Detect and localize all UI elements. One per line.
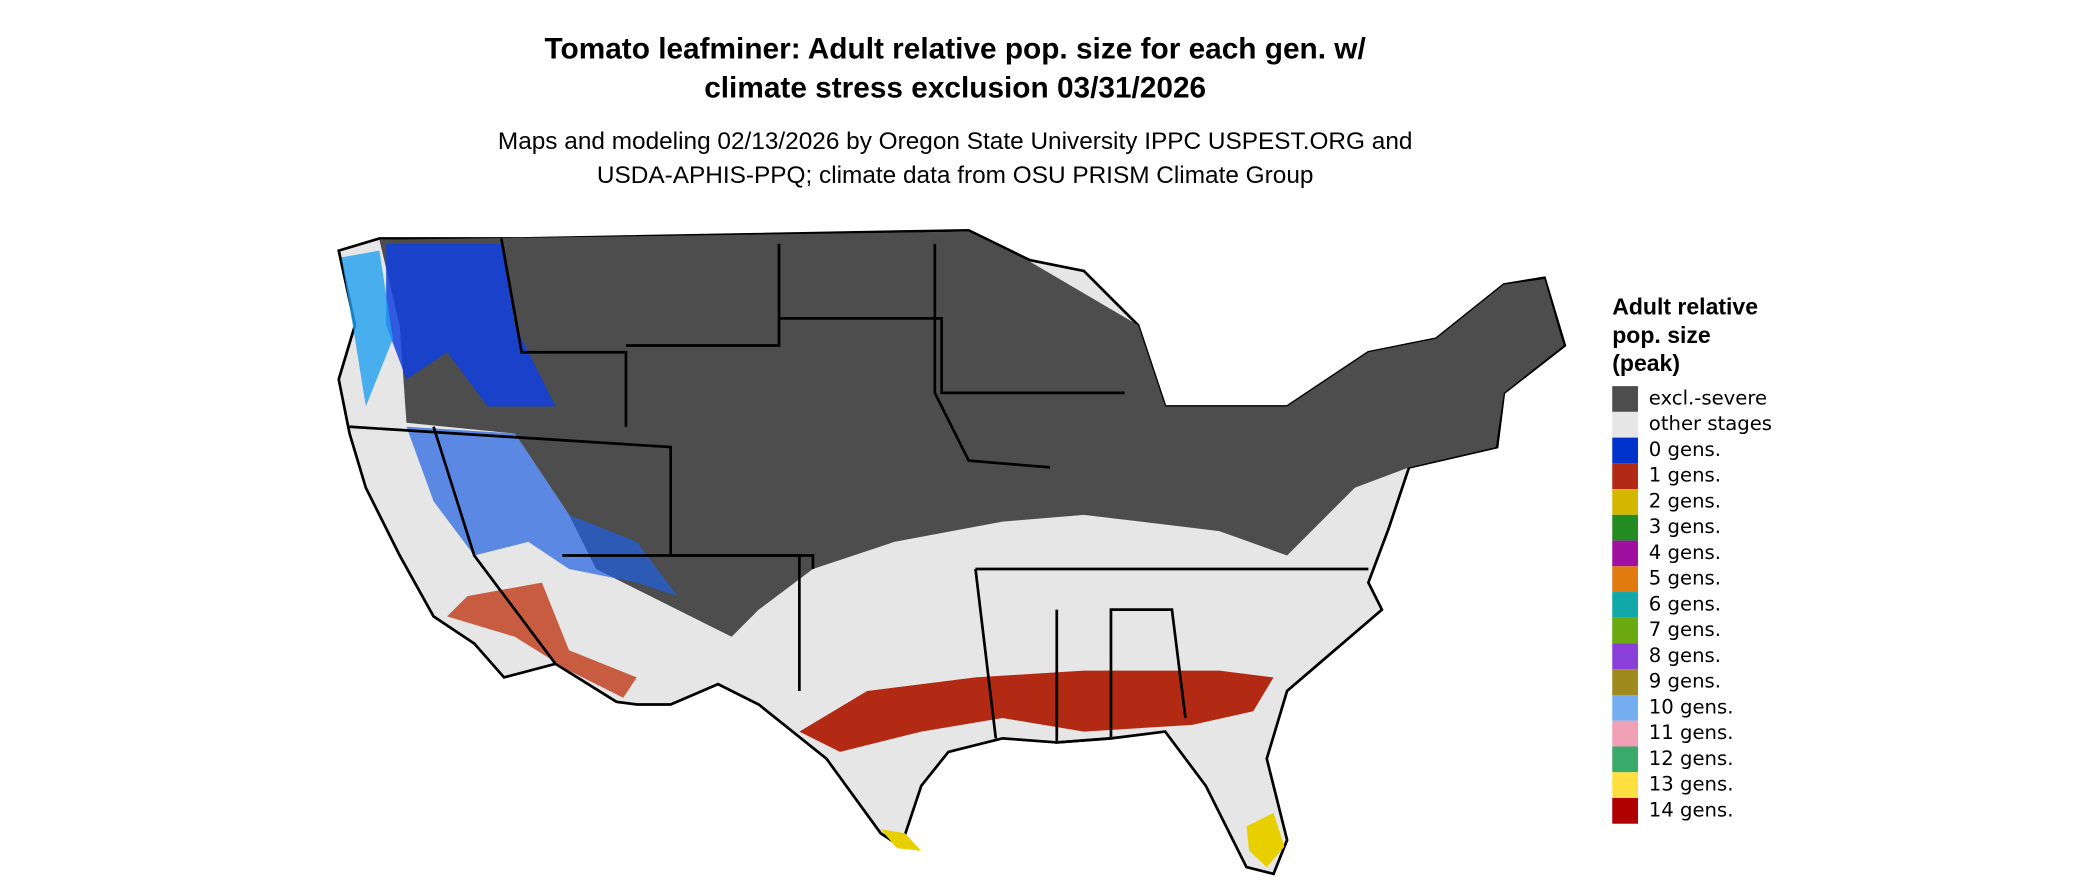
legend-swatch <box>1612 669 1638 696</box>
subtitle-line: Maps and modeling 02/13/2026 by Oregon S… <box>498 128 1413 155</box>
excluded-region <box>379 231 1564 637</box>
legend-label: 14 gens. <box>1649 798 1734 821</box>
state-line <box>779 317 1125 395</box>
state-line <box>432 426 557 665</box>
legend-title: Adult relative <box>1612 293 1758 319</box>
legend-swatch <box>1612 411 1638 438</box>
legend-swatch <box>1612 386 1638 412</box>
state-line <box>625 243 781 347</box>
legend-label: 7 gens. <box>1649 618 1721 641</box>
zero-gen-region <box>386 243 556 407</box>
legend: Adult relative pop. size(peak) excl.-sever… <box>1612 293 1772 824</box>
subtitle-line: USDA-APHIS-PPQ; climate data from OSU PR… <box>597 162 1314 189</box>
legend-title: pop. size <box>1612 322 1711 348</box>
legend-swatch <box>1612 437 1638 464</box>
legend-label: 2 gens. <box>1649 489 1721 512</box>
state-line <box>562 554 801 691</box>
one-gen-region <box>447 582 637 698</box>
zero-gen-region <box>341 250 393 407</box>
legend-swatch <box>1612 592 1638 618</box>
legend-swatch <box>1612 746 1638 773</box>
legend-swatch <box>1612 643 1638 670</box>
legend-label: 8 gens. <box>1649 644 1721 667</box>
state-line <box>974 568 998 739</box>
legend-swatch <box>1612 617 1638 644</box>
legend-swatch <box>1612 463 1638 490</box>
state-line <box>499 238 628 427</box>
legend-label: excl.-severe <box>1649 386 1767 409</box>
legend-swatch <box>1612 566 1638 593</box>
title-line: Tomato leafminer: Adult relative pop. si… <box>545 32 1366 65</box>
legend-swatch <box>1612 514 1638 541</box>
legend-label: 0 gens. <box>1649 438 1721 461</box>
legend-swatch <box>1612 797 1638 824</box>
legend-label: 12 gens. <box>1649 747 1734 770</box>
legend-label: 13 gens. <box>1649 773 1734 796</box>
state-line <box>933 243 1051 469</box>
two-gen-region <box>1246 812 1285 868</box>
legend-swatch <box>1612 695 1638 721</box>
legend-label: 5 gens. <box>1649 567 1721 590</box>
legend-label: 9 gens. <box>1649 670 1721 693</box>
legend-label: 11 gens. <box>1649 721 1734 744</box>
title-line: climate stress exclusion 03/31/2026 <box>704 72 1206 105</box>
one-gen-region <box>799 670 1274 752</box>
legend-label: 3 gens. <box>1649 515 1721 538</box>
legend-label: 4 gens. <box>1649 541 1721 564</box>
legend-swatch <box>1612 772 1638 798</box>
legend-swatch <box>1612 489 1638 515</box>
state-line <box>1055 608 1187 744</box>
legend-swatch <box>1612 540 1638 567</box>
legend-label: 1 gens. <box>1649 464 1721 487</box>
legend-label: other stages <box>1649 412 1772 435</box>
legend-title: (peak) <box>1612 350 1680 376</box>
legend-label: 10 gens. <box>1649 695 1734 718</box>
two-gen-region <box>880 829 922 851</box>
legend-swatch <box>1612 720 1638 747</box>
us-map <box>337 228 1567 876</box>
legend-label: 6 gens. <box>1649 592 1721 615</box>
